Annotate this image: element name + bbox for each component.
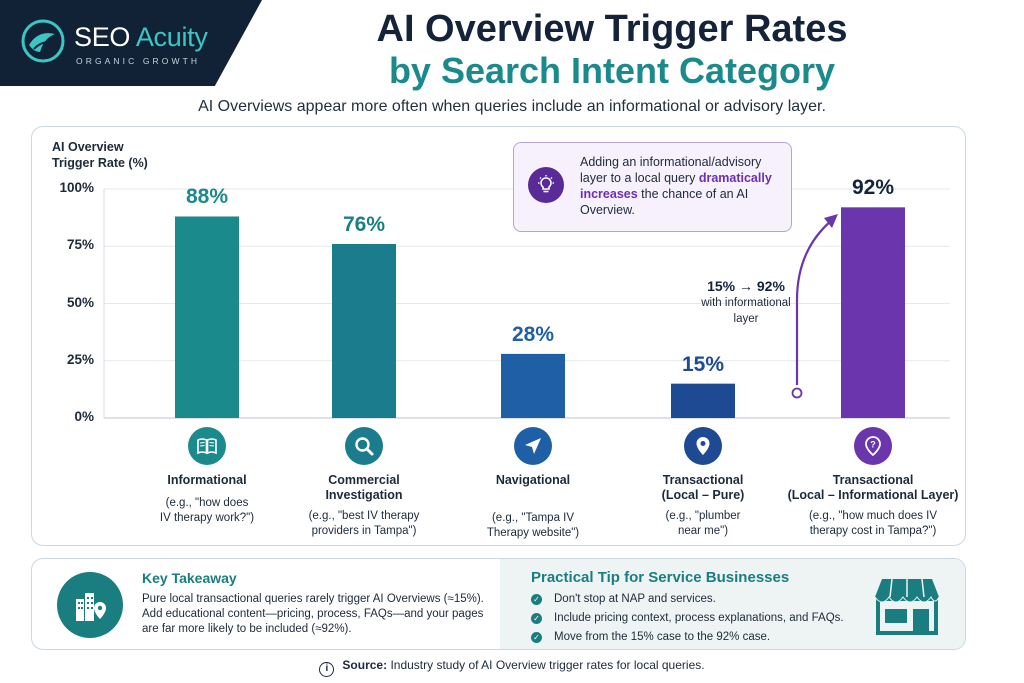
tip-title: Practical Tip for Service Businesses	[531, 569, 790, 586]
question-pin-icon: ?	[854, 427, 892, 465]
checkmark-icon: ✓	[531, 594, 542, 605]
city-pin-icon	[57, 572, 123, 638]
page-title: AI Overview Trigger Rates	[376, 8, 848, 50]
y-axis-label-line1: AI Overview	[52, 140, 124, 154]
tip-item: ✓ Don't stop at NAP and services.	[531, 590, 861, 609]
data-label: 92%	[851, 176, 895, 200]
category-label: ? Transactional (Local – Informational Lay…	[783, 427, 963, 539]
category-example: (e.g., "how much does IV therapy cost in …	[808, 510, 938, 537]
y-tick-label: 0%	[74, 409, 94, 424]
category-name: Navigational	[495, 473, 571, 487]
brand-name: SEO Acuity	[74, 22, 208, 52]
takeaway-panel: Key Takeaway Pure local transactional qu…	[31, 558, 966, 650]
category-name: Transactional (Local – Pure)	[661, 473, 745, 502]
category-example: (e.g., "Tampa IV Therapy website")	[486, 512, 580, 539]
checkmark-icon: ✓	[531, 613, 542, 624]
checkmark-icon: ✓	[531, 632, 542, 643]
magnifier-icon	[345, 427, 383, 465]
jump-annotation-main: 15% → 92%	[707, 278, 785, 294]
y-tick-label: 25%	[66, 351, 94, 367]
insight-callout: Adding an informational/advisory layer t…	[513, 142, 792, 232]
jump-annotation: 15% → 92% with informational layer	[672, 278, 820, 327]
brand-tagline: ORGANIC GROWTH	[76, 56, 201, 66]
source-note: i Source: Industry study of AI Overview t…	[0, 658, 1024, 677]
jump-annotation-sub: with informational layer	[701, 297, 791, 325]
category-label: Transactional (Local – Pure) (e.g., "plumb…	[613, 427, 793, 539]
takeaway-title: Key Takeaway	[142, 570, 237, 586]
tip-item: ✓ Include pricing context, process explan…	[531, 609, 861, 628]
data-label: 15%	[681, 352, 725, 376]
data-label: 88%	[185, 185, 229, 209]
takeaway-text: Pure local transactional queries rarely …	[142, 593, 484, 635]
navigation-arrow-icon	[514, 427, 552, 465]
category-label: Navigational (e.g., "Tampa IV Therapy webs…	[443, 427, 623, 541]
category-label: Commercial Investigation (e.g., "best IV t…	[274, 427, 454, 539]
svg-text:?: ?	[870, 440, 876, 450]
y-tick-label: 50%	[66, 294, 94, 310]
brand-logo-icon	[21, 19, 65, 63]
tip-item: ✓ Move from the 15% case to the 92% case.	[531, 628, 861, 647]
y-axis-label: AI Overview Trigger Rate (%)	[52, 139, 148, 171]
tip-list: ✓ Don't stop at NAP and services. ✓ Includ…	[531, 590, 861, 647]
info-icon: i	[319, 662, 335, 677]
category-name: Informational	[167, 473, 247, 487]
open-book-icon	[188, 427, 226, 465]
map-pin-icon	[684, 427, 722, 465]
page-subtitle: AI Overviews appear more often when quer…	[198, 98, 826, 115]
data-label: 28%	[511, 322, 555, 346]
y-tick-label: 75%	[66, 237, 94, 253]
y-tick-label: 100%	[59, 180, 94, 195]
category-example: (e.g., "best IV therapy providers in Tamp…	[308, 510, 420, 537]
category-name: Transactional (Local – Informational Laye…	[787, 473, 959, 502]
lightbulb-icon	[528, 167, 564, 203]
category-example: (e.g., "how does IV therapy work?")	[159, 497, 255, 524]
category-label: Informational (e.g., "how does IV therapy …	[117, 427, 297, 526]
category-example: (e.g., "plumber near me")	[665, 510, 741, 537]
storefront-icon	[874, 578, 940, 635]
page-title-line2: by Search Intent Category	[388, 50, 836, 91]
data-label: 76%	[342, 212, 386, 236]
y-axis-label-line2: Trigger Rate (%)	[52, 156, 148, 170]
callout-text: Adding an informational/advisory layer t…	[580, 155, 772, 217]
category-name: Commercial Investigation	[325, 473, 403, 502]
